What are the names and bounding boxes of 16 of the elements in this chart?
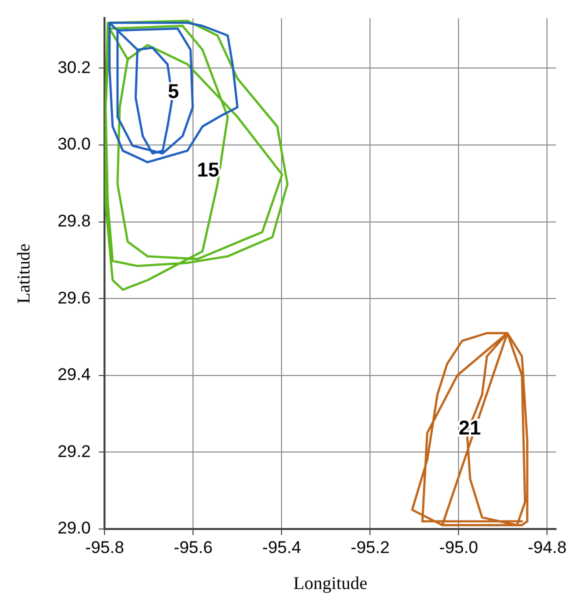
- y-tick-label: 30.0: [58, 134, 91, 154]
- y-tick-label: 29.4: [58, 365, 91, 384]
- x-tick-label: -95.6: [174, 538, 213, 557]
- x-tick-label: -95.0: [439, 538, 478, 557]
- series-label: 15: [196, 160, 220, 182]
- x-axis-title: Longitude: [293, 572, 368, 593]
- y-tick-label: 29.0: [58, 518, 91, 538]
- y-axis-title: Latitude: [14, 244, 34, 304]
- y-tick-label: 29.8: [58, 211, 91, 230]
- x-tick-label: -95.8: [85, 538, 124, 557]
- x-tick-label: -94.8: [528, 538, 567, 557]
- y-tick-label: 29.2: [58, 442, 91, 461]
- y-tick-label: 30.2: [58, 58, 91, 77]
- x-tick-label: -95.4: [262, 538, 302, 557]
- y-tick-label: 29.6: [58, 288, 91, 308]
- x-tick-label: -95.2: [350, 538, 390, 557]
